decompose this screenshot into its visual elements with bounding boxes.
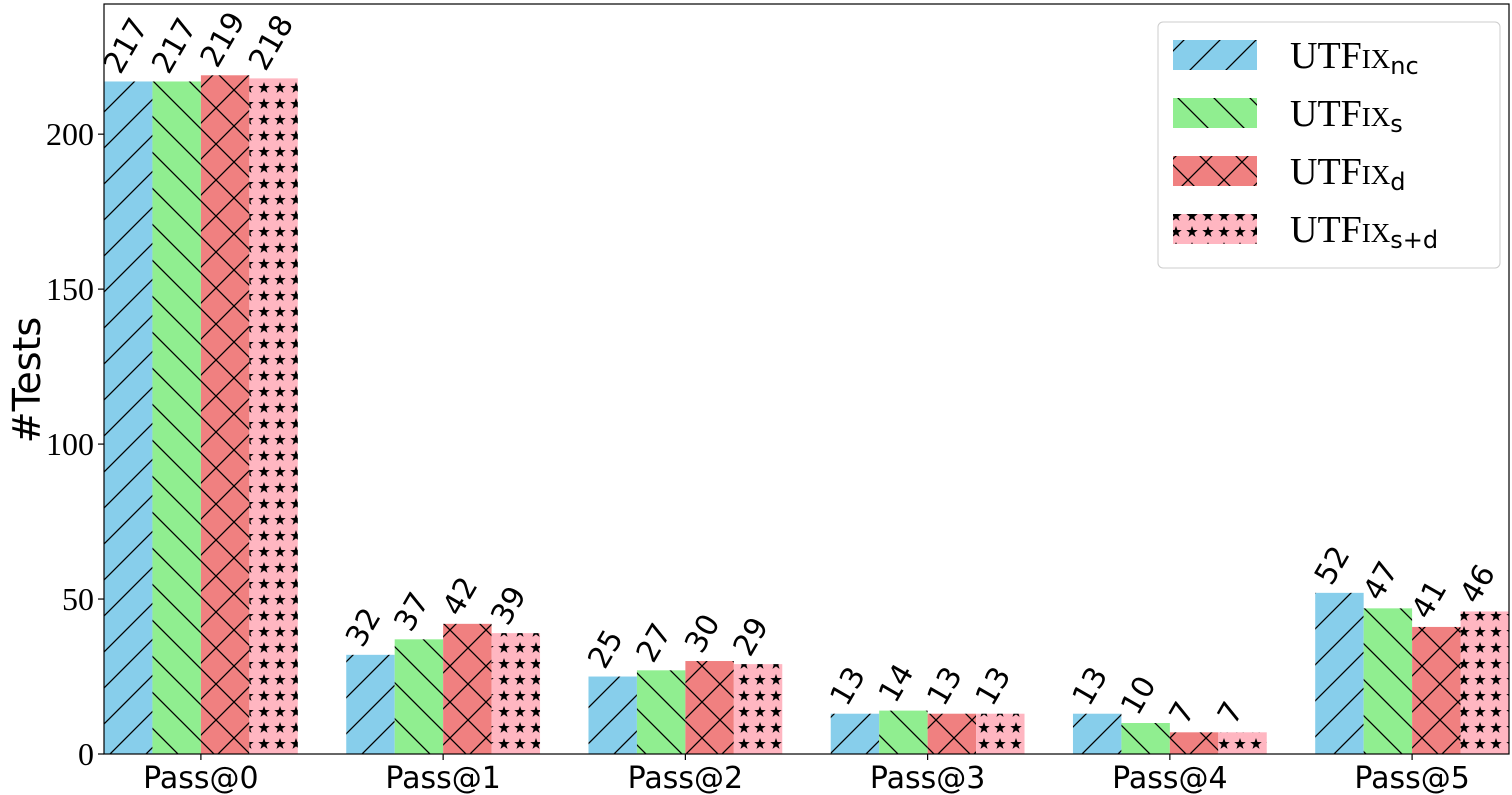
y-tick-label: 200 <box>46 116 94 152</box>
legend-swatch <box>1173 98 1257 128</box>
x-tick-label: Pass@5 <box>1354 761 1469 795</box>
value-label: 219 <box>194 6 253 73</box>
value-label: 14 <box>872 658 921 709</box>
bar <box>588 676 637 754</box>
bar <box>1363 608 1413 754</box>
legend-swatch <box>1173 214 1257 244</box>
value-label: 13 <box>1066 661 1115 712</box>
bar <box>1072 713 1122 754</box>
value-label: 39 <box>484 581 533 632</box>
x-tick-label: Pass@1 <box>385 761 500 795</box>
bar <box>927 713 977 754</box>
bar <box>1121 723 1170 754</box>
y-tick-label: 50 <box>62 581 94 617</box>
bar <box>733 664 783 754</box>
legend-label: UTFixs <box>1290 93 1403 138</box>
value-label: 52 <box>1308 540 1357 591</box>
value-label: 13 <box>920 661 969 712</box>
value-label: 32 <box>339 602 388 653</box>
bar <box>249 78 298 754</box>
value-label: 30 <box>678 608 727 659</box>
value-label: 37 <box>388 587 437 638</box>
value-label: 13 <box>969 661 1018 712</box>
y-tick-label: 0 <box>78 736 94 772</box>
y-tick-label: 100 <box>46 426 94 462</box>
legend-label: UTFixs+d <box>1290 209 1438 254</box>
legend-name: UTFix <box>1290 35 1391 77</box>
bar <box>443 623 492 754</box>
plot-frame <box>103 3 1510 755</box>
bar <box>152 81 201 754</box>
y-tick-label: 150 <box>46 271 94 307</box>
bar <box>830 713 880 754</box>
legend-swatch <box>1173 156 1257 186</box>
legend-label: UTFixd <box>1290 151 1406 196</box>
value-label: 217 <box>145 12 204 79</box>
legend-subscript: s <box>1390 110 1403 138</box>
bar <box>1169 732 1219 754</box>
legend-name: UTFix <box>1290 93 1391 135</box>
legend-subscript: s+d <box>1390 226 1438 254</box>
value-label: 41 <box>1405 574 1454 625</box>
bar <box>491 633 541 754</box>
y-axis-label: #Tests <box>5 317 49 443</box>
x-tick-label: Pass@3 <box>870 761 985 795</box>
x-tick-label: Pass@2 <box>628 761 743 795</box>
legend-name: UTFix <box>1290 151 1391 193</box>
bar <box>879 710 928 754</box>
legend-name: UTFix <box>1290 209 1391 251</box>
value-label: 25 <box>581 624 630 675</box>
bar <box>685 661 734 754</box>
legend-label: UTFixnc <box>1290 35 1419 80</box>
legend-subscript: nc <box>1390 52 1418 80</box>
x-tick-label: Pass@0 <box>143 761 258 795</box>
bar <box>636 670 686 754</box>
bar <box>976 713 1025 754</box>
bar <box>200 75 250 754</box>
bar <box>394 639 444 754</box>
value-label: 13 <box>824 661 873 712</box>
value-label: 47 <box>1356 556 1405 607</box>
value-label: 29 <box>727 612 776 663</box>
bar <box>1412 626 1461 754</box>
value-label: 218 <box>242 9 301 76</box>
bar <box>1218 732 1267 754</box>
bar <box>1460 611 1509 754</box>
x-tick-label: Pass@4 <box>1112 761 1227 795</box>
value-label: 46 <box>1453 559 1502 610</box>
bar <box>1315 592 1364 754</box>
legend-box <box>1157 21 1501 269</box>
bar <box>346 654 395 754</box>
value-label: 7 <box>1211 696 1251 730</box>
value-label: 217 <box>97 12 156 79</box>
value-label: 42 <box>436 571 485 622</box>
legend-swatch <box>1173 40 1257 70</box>
legend-subscript: d <box>1390 168 1405 196</box>
value-label: 27 <box>630 618 679 669</box>
value-label: 10 <box>1114 670 1163 721</box>
bar <box>104 81 153 754</box>
